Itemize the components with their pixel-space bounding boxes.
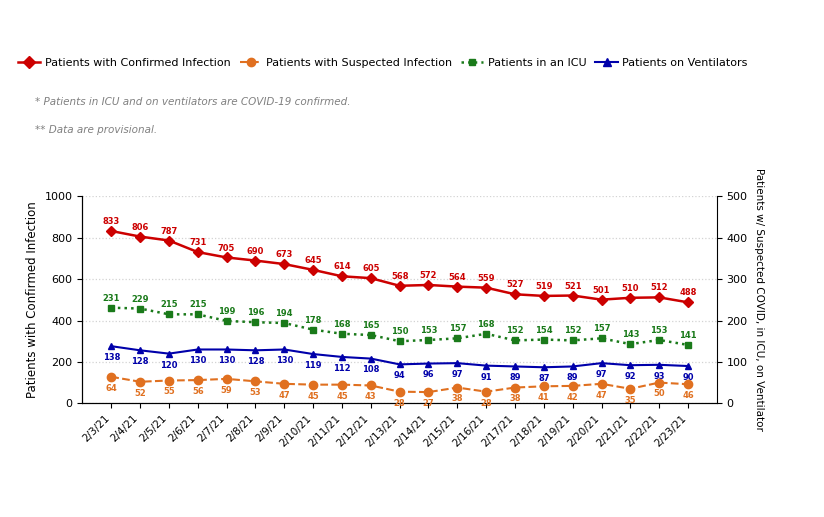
Text: 153: 153 <box>650 326 668 335</box>
Text: 138: 138 <box>102 353 120 362</box>
Text: 89: 89 <box>509 373 521 383</box>
Text: 47: 47 <box>279 391 290 400</box>
Text: 59: 59 <box>221 386 232 395</box>
Text: 55: 55 <box>163 387 175 397</box>
Text: * Patients in ICU and on ventilators are COVID-19 confirmed.: * Patients in ICU and on ventilators are… <box>35 97 350 107</box>
Text: 153: 153 <box>419 326 438 335</box>
Text: 152: 152 <box>564 326 582 336</box>
Text: 572: 572 <box>419 271 438 280</box>
Text: 130: 130 <box>189 356 207 366</box>
Text: 157: 157 <box>592 324 611 333</box>
Text: 705: 705 <box>218 244 236 252</box>
Text: 45: 45 <box>307 391 319 401</box>
Legend: Patients with Confirmed Infection, Patients with Suspected Infection, Patients i: Patients with Confirmed Infection, Patie… <box>14 54 751 73</box>
Text: 559: 559 <box>477 273 495 283</box>
Text: 196: 196 <box>246 308 265 317</box>
Text: 56: 56 <box>192 387 204 396</box>
Text: 512: 512 <box>650 283 668 293</box>
Text: 519: 519 <box>535 282 553 291</box>
Text: 645: 645 <box>304 256 322 265</box>
Text: 501: 501 <box>592 286 611 295</box>
Text: 53: 53 <box>250 388 261 397</box>
Text: 119: 119 <box>304 361 322 370</box>
Text: 87: 87 <box>538 374 550 383</box>
Text: 215: 215 <box>189 300 207 309</box>
Text: 154: 154 <box>535 326 553 334</box>
Text: 46: 46 <box>682 391 694 400</box>
Text: 568: 568 <box>391 272 409 281</box>
Text: 41: 41 <box>538 393 550 402</box>
Text: 91: 91 <box>480 373 492 382</box>
Text: 690: 690 <box>246 247 265 255</box>
Y-axis label: Patients with Confirmed Infection: Patients with Confirmed Infection <box>26 202 39 398</box>
Text: 488: 488 <box>679 288 697 297</box>
Text: 510: 510 <box>621 284 639 293</box>
Text: 97: 97 <box>452 370 463 379</box>
Text: 42: 42 <box>567 393 578 402</box>
Text: 168: 168 <box>477 320 495 329</box>
Text: 27: 27 <box>423 399 434 408</box>
Text: 28: 28 <box>480 399 492 407</box>
Text: 215: 215 <box>160 300 178 309</box>
Text: 141: 141 <box>679 331 697 340</box>
Text: 52: 52 <box>134 389 146 398</box>
Text: 165: 165 <box>362 321 380 330</box>
Text: 50: 50 <box>653 389 665 399</box>
Text: 199: 199 <box>218 307 236 316</box>
Text: 112: 112 <box>333 364 351 373</box>
Text: 128: 128 <box>131 357 149 366</box>
Text: 673: 673 <box>275 250 293 259</box>
Text: 157: 157 <box>448 324 466 333</box>
Text: 130: 130 <box>275 356 293 366</box>
Text: 35: 35 <box>625 396 636 405</box>
Y-axis label: Patients w/ Suspected COVID, in ICU, on Ventilator: Patients w/ Suspected COVID, in ICU, on … <box>755 169 765 431</box>
Text: 92: 92 <box>625 372 636 381</box>
Text: ** Data are provisional.: ** Data are provisional. <box>35 126 157 135</box>
Text: 108: 108 <box>362 366 380 374</box>
Text: 614: 614 <box>333 262 351 271</box>
Text: 64: 64 <box>105 384 117 393</box>
Text: 229: 229 <box>131 295 149 303</box>
Text: 806: 806 <box>131 223 149 232</box>
Text: 178: 178 <box>304 316 322 325</box>
Text: 38: 38 <box>452 394 463 403</box>
Text: COVID-19 Hospitalizations Reported by MS Hospitals, 2/3/21-2/23/21 *,**: COVID-19 Hospitalizations Reported by MS… <box>18 18 641 33</box>
Text: 150: 150 <box>391 327 409 336</box>
Text: 89: 89 <box>567 373 578 383</box>
Text: 833: 833 <box>103 217 119 226</box>
Text: 90: 90 <box>682 373 694 382</box>
Text: 152: 152 <box>506 326 524 336</box>
Text: 43: 43 <box>365 392 377 401</box>
Text: 128: 128 <box>246 357 265 366</box>
Text: 93: 93 <box>653 372 665 381</box>
Text: 605: 605 <box>362 264 380 273</box>
Text: 521: 521 <box>564 282 582 291</box>
Text: 231: 231 <box>102 294 120 303</box>
Text: 731: 731 <box>189 238 207 247</box>
Text: 45: 45 <box>336 391 348 401</box>
Text: 96: 96 <box>423 371 434 379</box>
Text: 527: 527 <box>506 280 524 290</box>
Text: 168: 168 <box>333 320 351 329</box>
Text: 47: 47 <box>596 391 607 400</box>
Text: 28: 28 <box>394 399 405 407</box>
Text: 94: 94 <box>394 371 405 381</box>
Text: 130: 130 <box>218 356 236 366</box>
Text: 97: 97 <box>596 370 607 379</box>
Text: 38: 38 <box>509 394 521 403</box>
Text: 564: 564 <box>448 272 466 282</box>
Text: 143: 143 <box>621 330 639 339</box>
Text: 120: 120 <box>160 360 178 370</box>
Text: 194: 194 <box>275 309 293 318</box>
Text: 787: 787 <box>161 226 177 236</box>
